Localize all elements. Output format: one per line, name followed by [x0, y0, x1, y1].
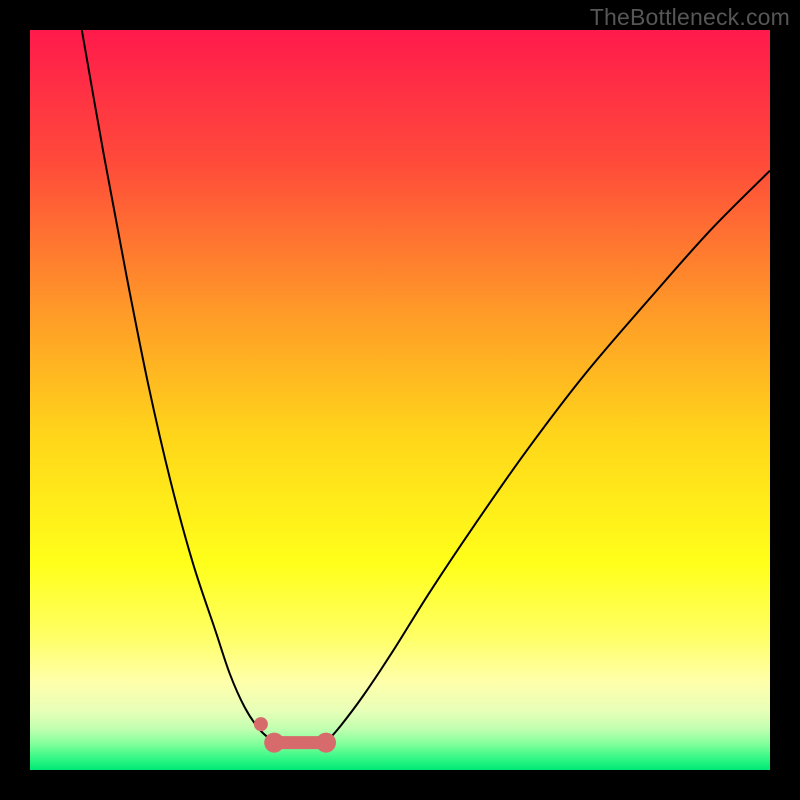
valley-bump — [291, 736, 302, 747]
plot-area — [30, 30, 770, 770]
valley-cap — [316, 733, 336, 753]
plot-gradient-background — [30, 30, 770, 770]
valley-detached-dot — [254, 717, 268, 731]
bottleneck-chart — [0, 0, 800, 800]
valley-bump — [302, 736, 313, 747]
valley-bump — [276, 736, 287, 747]
chart-frame: TheBottleneck.com — [0, 0, 800, 800]
